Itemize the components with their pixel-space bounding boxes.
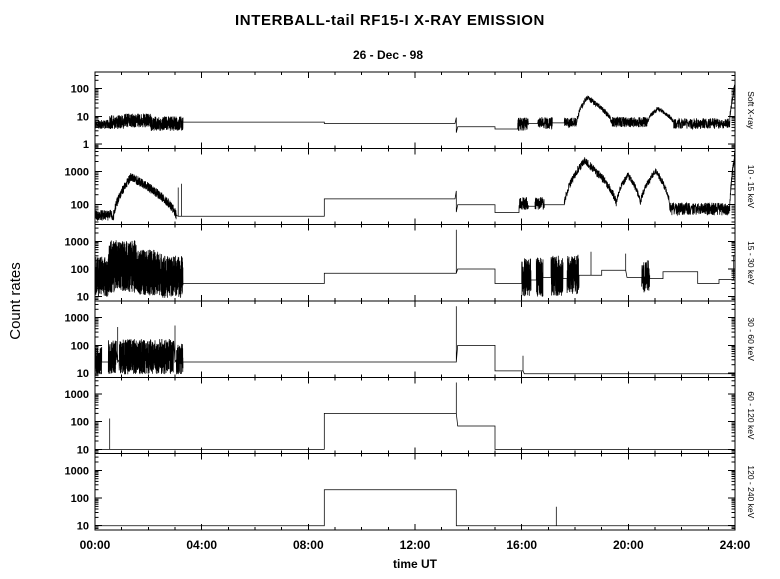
panel-60-120-kev: 10 100 1000 60 - 120 keV (65, 376, 756, 456)
y-tick-label: 10 (77, 292, 89, 304)
panel-30-60-kev: 10 100 1000 30 - 60 keV (65, 300, 756, 380)
panel-frame (94, 300, 736, 378)
panel-frame (94, 224, 736, 302)
panel-10-15-kev: 100 1000 10 - 15 keV (65, 147, 756, 226)
y-tick-label: 1 (83, 139, 89, 151)
y-tick-label: 100 (71, 340, 89, 352)
x-tick-label: 08:00 (293, 538, 324, 552)
series-30-60-kev (94, 306, 735, 375)
y-tick-label: 10 (77, 368, 89, 380)
x-tick-label: 24:00 (720, 538, 751, 552)
series-soft-x-ray (94, 84, 736, 133)
y-tick-label: 100 (71, 493, 89, 505)
series-10-15-kev (94, 152, 736, 221)
x-tick-label: 12:00 (400, 538, 431, 552)
panel-right-label-soft-x-ray: Soft X-ray (746, 91, 756, 130)
panel-right-label-15-30-kev: 15 - 30 keV (746, 241, 756, 285)
x-tick-label: 04:00 (186, 538, 217, 552)
figure-date: 26 - Dec - 98 (353, 48, 423, 62)
x-tick-label: 20:00 (613, 538, 644, 552)
panel-15-30-kev: 10 100 1000 15 - 30 keV (65, 224, 756, 304)
x-axis-tick-labels: 00:00 04:00 08:00 12:00 16:00 20:00 24:00 (80, 538, 751, 552)
y-tick-label: 1000 (65, 389, 89, 401)
panel-soft-x-ray: 1 10 100 Soft X-ray (71, 71, 756, 151)
y-tick-label: 10 (77, 444, 89, 456)
panel-frame (94, 453, 736, 531)
y-tick-label: 100 (71, 84, 89, 96)
panel-right-label-60-120-kev: 60 - 120 keV (746, 391, 756, 440)
y-tick-label: 1000 (65, 167, 89, 179)
y-tick-label: 1000 (65, 236, 89, 248)
y-tick-label: 100 (71, 200, 89, 212)
panel-frame (94, 376, 736, 455)
panel-frame (94, 147, 736, 226)
series-15-30-kev (94, 229, 735, 298)
panel-120-240-kev: 10 100 1000 120 - 240 keV (65, 453, 756, 533)
panel-frame (94, 71, 736, 149)
y-tick-label: 1000 (65, 465, 89, 477)
panel-right-label-10-15-kev: 10 - 15 keV (746, 165, 756, 209)
y-tick-label: 10 (77, 111, 89, 123)
x-tick-label: 00:00 (80, 538, 111, 552)
y-tick-label: 100 (71, 264, 89, 276)
x-axis-title: time UT (393, 557, 438, 571)
panel-right-label-30-60-kev: 30 - 60 keV (746, 317, 756, 361)
y-tick-label: 1000 (65, 313, 89, 325)
y-tick-label: 100 (71, 417, 89, 429)
panel-right-label-120-240-kev: 120 - 240 keV (746, 465, 756, 518)
x-tick-label: 16:00 (506, 538, 537, 552)
series-60-120-kev (95, 382, 735, 450)
y-axis-title: Count rates (7, 262, 24, 340)
y-tick-label: 10 (77, 521, 89, 533)
series-120-240-kev (95, 489, 735, 527)
figure-title: INTERBALL-tail RF15-I X-RAY EMISSION (235, 12, 545, 29)
